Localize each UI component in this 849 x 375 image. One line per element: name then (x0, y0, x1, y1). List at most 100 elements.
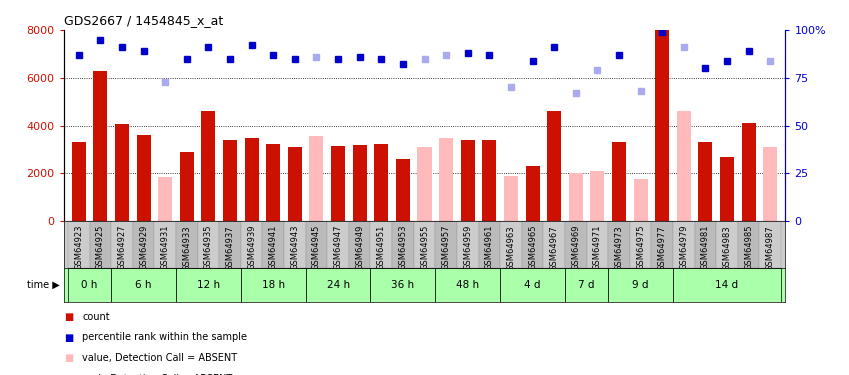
Text: 18 h: 18 h (261, 280, 284, 290)
Bar (349, 221, 370, 268)
Text: GSM64967: GSM64967 (549, 225, 559, 271)
Bar (284, 221, 306, 268)
Text: GSM64949: GSM64949 (355, 225, 364, 270)
Text: 4 d: 4 d (525, 280, 541, 290)
Bar (392, 221, 413, 268)
Bar (155, 221, 176, 268)
Bar (630, 221, 651, 268)
Bar (738, 221, 759, 268)
Text: 6 h: 6 h (135, 280, 152, 290)
Text: 9 d: 9 d (633, 280, 649, 290)
Text: rank, Detection Call = ABSENT: rank, Detection Call = ABSENT (82, 374, 233, 375)
Bar (327, 221, 349, 268)
Bar (436, 268, 500, 302)
Bar (500, 268, 565, 302)
Text: GSM64933: GSM64933 (183, 225, 191, 271)
Bar (608, 268, 673, 302)
Text: GSM64977: GSM64977 (658, 225, 666, 271)
Text: GDS2667 / 1454845_x_at: GDS2667 / 1454845_x_at (64, 15, 223, 27)
Bar (201, 111, 216, 221)
Text: GSM64961: GSM64961 (485, 225, 494, 270)
Text: GSM64987: GSM64987 (766, 225, 774, 271)
Bar (267, 144, 280, 221)
Bar (457, 221, 479, 268)
Bar (418, 147, 431, 221)
Text: GSM64943: GSM64943 (290, 225, 300, 270)
Bar (673, 268, 781, 302)
Text: GSM64973: GSM64973 (615, 225, 623, 271)
Text: count: count (82, 312, 110, 322)
Bar (198, 221, 219, 268)
Bar (352, 145, 367, 221)
Bar (68, 221, 90, 268)
Bar (759, 221, 781, 268)
Bar (651, 221, 673, 268)
Bar (590, 171, 604, 221)
Text: GSM64935: GSM64935 (204, 225, 213, 270)
Bar (543, 221, 565, 268)
Bar (137, 135, 150, 221)
Text: ■: ■ (64, 353, 73, 363)
Bar (241, 221, 262, 268)
Bar (176, 221, 198, 268)
Text: GSM64975: GSM64975 (636, 225, 645, 270)
Text: GSM64953: GSM64953 (398, 225, 408, 270)
Text: 7 d: 7 d (578, 280, 595, 290)
Bar (526, 166, 540, 221)
Bar (436, 221, 457, 268)
Text: GSM64923: GSM64923 (75, 225, 83, 270)
Bar (633, 179, 648, 221)
Text: GSM64969: GSM64969 (571, 225, 580, 270)
Bar (180, 152, 194, 221)
Bar (223, 140, 237, 221)
Text: 14 d: 14 d (716, 280, 739, 290)
Bar (699, 142, 712, 221)
Bar (741, 123, 756, 221)
Bar (673, 221, 694, 268)
Text: GSM64947: GSM64947 (334, 225, 343, 270)
Bar (68, 268, 111, 302)
Bar (413, 221, 436, 268)
Text: GSM64937: GSM64937 (226, 225, 234, 271)
Bar (439, 138, 453, 221)
Text: GSM64955: GSM64955 (420, 225, 429, 270)
Bar (219, 221, 241, 268)
Bar (306, 268, 370, 302)
Bar (90, 221, 111, 268)
Bar (612, 142, 626, 221)
Bar (132, 221, 155, 268)
Text: value, Detection Call = ABSENT: value, Detection Call = ABSENT (82, 353, 238, 363)
Text: 24 h: 24 h (327, 280, 350, 290)
Text: GSM64945: GSM64945 (312, 225, 321, 270)
Text: ■: ■ (64, 312, 73, 322)
Bar (547, 111, 561, 221)
Text: GSM64931: GSM64931 (160, 225, 170, 270)
Text: GSM64959: GSM64959 (464, 225, 472, 270)
Bar (93, 70, 108, 221)
Bar (677, 111, 691, 221)
Bar (717, 221, 738, 268)
Text: GSM64983: GSM64983 (722, 225, 732, 271)
Text: ■: ■ (64, 333, 73, 342)
Text: GSM64971: GSM64971 (593, 225, 602, 270)
Text: GSM64957: GSM64957 (441, 225, 451, 270)
Text: ■: ■ (64, 374, 73, 375)
Bar (587, 221, 608, 268)
Bar (331, 146, 345, 221)
Bar (655, 30, 669, 221)
Bar (111, 221, 132, 268)
Text: GSM64951: GSM64951 (377, 225, 385, 270)
Bar (288, 147, 302, 221)
Text: GSM64927: GSM64927 (117, 225, 127, 270)
Bar (72, 142, 86, 221)
Text: 0 h: 0 h (82, 280, 98, 290)
Text: GSM64965: GSM64965 (528, 225, 537, 270)
Text: GSM64929: GSM64929 (139, 225, 148, 270)
Text: percentile rank within the sample: percentile rank within the sample (82, 333, 247, 342)
Bar (370, 221, 392, 268)
Bar (241, 268, 306, 302)
Text: 48 h: 48 h (456, 280, 480, 290)
Text: time ▶: time ▶ (26, 280, 59, 290)
Bar (176, 268, 241, 302)
Bar (504, 176, 518, 221)
